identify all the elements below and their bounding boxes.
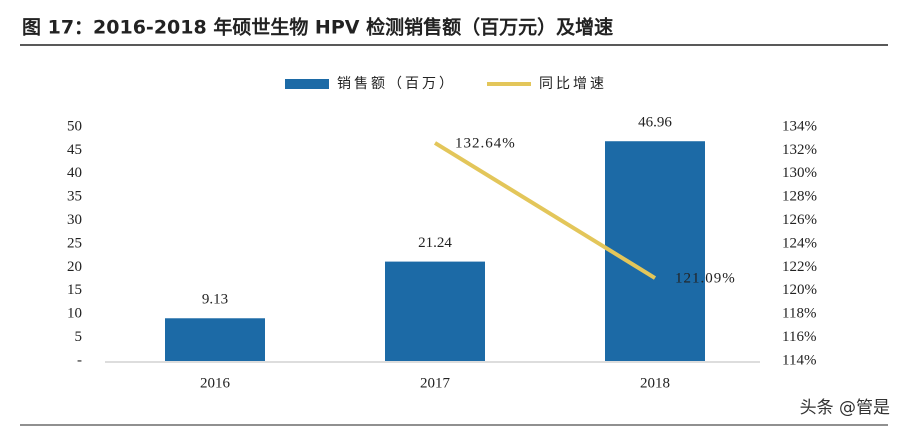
y2-tick-label: 114% (782, 352, 816, 368)
x-tick-label: 2018 (640, 375, 670, 391)
legend-label: 同比增速 (539, 76, 607, 92)
y-tick-label: - (77, 352, 82, 368)
y-tick-label: 25 (67, 235, 82, 251)
y-tick-label: 50 (67, 118, 82, 134)
watermark: 头条 @管是 (800, 398, 890, 418)
y2-tick-label: 124% (782, 235, 817, 251)
x-tick-label: 2017 (420, 375, 451, 391)
y-tick-label: 30 (67, 212, 82, 228)
y2-tick-label: 116% (782, 329, 816, 345)
bar (385, 261, 485, 361)
x-tick-label: 2016 (200, 375, 231, 391)
y-tick-label: 40 (67, 165, 82, 181)
line-value-label: 121.09% (675, 270, 736, 286)
y2-tick-label: 134% (782, 118, 817, 134)
y2-tick-label: 128% (782, 189, 817, 205)
line (433, 141, 657, 280)
y-tick-label: 45 (67, 142, 82, 158)
bar-value-label: 9.13 (202, 292, 228, 308)
y-tick-label: 5 (75, 329, 83, 345)
y2-tick-label: 118% (782, 306, 816, 322)
y-tick-label: 35 (67, 189, 82, 205)
legend-swatch (285, 79, 329, 89)
bar-value-label: 46.96 (638, 115, 672, 131)
y2-tick-label: 126% (782, 212, 817, 228)
bar-value-label: 21.24 (418, 235, 452, 251)
legend-label: 销售额（百万） (337, 76, 456, 92)
y-tick-label: 10 (67, 306, 82, 322)
y-tick-label: 20 (67, 259, 82, 275)
y2-tick-label: 130% (782, 165, 817, 181)
y2-tick-label: 120% (782, 282, 817, 298)
bar (605, 141, 705, 361)
y-tick-label: 15 (67, 282, 82, 298)
y2-tick-label: 122% (782, 259, 817, 275)
chart-title: 图 17：2016-2018 年硕世生物 HPV 检测销售额（百万元）及增速 (22, 16, 613, 39)
line-value-label: 132.64% (455, 135, 516, 151)
y2-tick-label: 132% (782, 142, 817, 158)
bar (165, 318, 265, 361)
